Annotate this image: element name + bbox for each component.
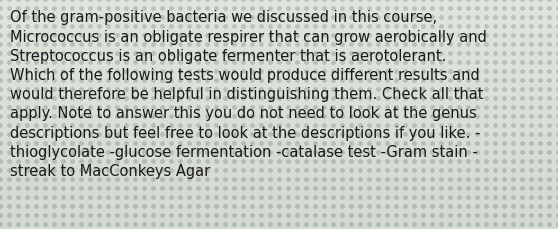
Text: Of the gram-positive bacteria we discussed in this course,
Micrococcus is an obl: Of the gram-positive bacteria we discuss…: [10, 10, 487, 178]
